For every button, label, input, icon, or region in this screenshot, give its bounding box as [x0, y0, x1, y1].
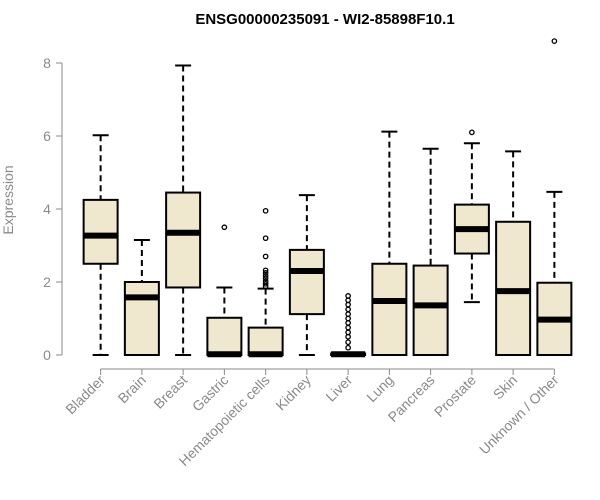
outlier-point-4 — [345, 324, 351, 331]
outlier-point-0 — [221, 224, 228, 231]
outlier-point-1 — [345, 339, 351, 346]
y-tick-label-0: 0 — [43, 347, 51, 363]
x-tick-label-2: Breast — [150, 372, 190, 412]
box-9 — [453, 129, 490, 304]
box-4 — [247, 207, 284, 358]
x-tick-label-7: Lung — [363, 372, 396, 405]
box-5 — [288, 194, 325, 356]
box-1 — [123, 239, 160, 356]
y-axis: 0 2 4 6 8 — [43, 55, 63, 363]
outlier-point-9 — [262, 207, 269, 214]
box-10 — [495, 150, 532, 356]
outlier-point-6 — [262, 267, 269, 274]
box-2 — [165, 64, 202, 356]
outlier-point-3 — [262, 275, 269, 282]
box-iqr — [206, 316, 243, 356]
outlier-point-4 — [262, 272, 269, 279]
x-tick-label-10: Skin — [490, 372, 521, 403]
box-iqr — [165, 191, 202, 289]
box-0 — [82, 134, 119, 356]
box-3 — [206, 224, 243, 358]
outlier-point-8 — [262, 235, 269, 242]
y-tick-label-2: 4 — [43, 201, 51, 217]
x-tick-label-6: Liver — [322, 372, 355, 405]
outlier-point-1 — [262, 280, 269, 287]
outlier-point-0 — [551, 38, 558, 44]
outlier-point-0 — [469, 129, 475, 136]
box-iqr — [123, 281, 160, 356]
x-tick-label-9: Prostate — [431, 372, 479, 420]
box-6 — [330, 293, 367, 358]
box-iqr — [288, 248, 325, 316]
box-iqr — [82, 198, 119, 265]
outlier-point-0 — [262, 283, 269, 290]
outlier-point-11 — [345, 293, 351, 299]
y-tick-label-4: 8 — [43, 55, 51, 71]
outlier-point-7 — [262, 253, 269, 260]
box-8 — [412, 147, 449, 357]
chart-title: ENSG00000235091 - WI2-85898F10.1 — [195, 11, 454, 28]
box-11 — [536, 38, 573, 357]
box-iqr — [371, 262, 408, 356]
outlier-point-0 — [345, 344, 351, 351]
outlier-point-8 — [345, 306, 351, 313]
outlier-point-5 — [262, 270, 269, 276]
box-series — [82, 38, 573, 358]
box-iqr — [412, 264, 449, 357]
box-7 — [371, 130, 408, 356]
y-axis-label: Expression — [0, 165, 16, 234]
x-tick-label-5: Kidney — [272, 372, 314, 414]
box-iqr — [247, 326, 284, 356]
y-tick-label-1: 2 — [43, 274, 51, 290]
x-tick-label-1: Brain — [115, 372, 149, 406]
x-tick-label-0: Bladder — [62, 372, 108, 418]
y-tick-label-3: 6 — [43, 128, 51, 144]
outlier-point-2 — [262, 278, 269, 285]
